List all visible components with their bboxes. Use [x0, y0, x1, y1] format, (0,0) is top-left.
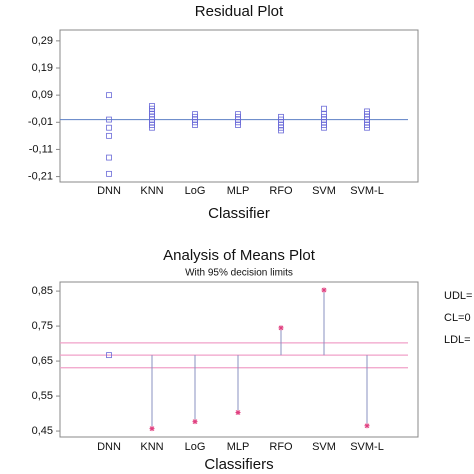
- mean-point: [364, 423, 370, 429]
- mean-point: [149, 426, 155, 432]
- x-tick-label: SVM-L: [350, 441, 384, 453]
- residual-point: [106, 116, 112, 123]
- mean-point: [278, 325, 284, 331]
- x-tick-label: LoG: [185, 185, 206, 197]
- y-tick-label: 0,19: [32, 62, 53, 74]
- chart-subtitle: With 95% decision limits: [185, 268, 293, 279]
- residual-point: [106, 170, 112, 177]
- x-tick-label: LoG: [185, 441, 206, 453]
- x-tick-label: KNN: [140, 185, 163, 197]
- y-tick-label: 0,85: [32, 285, 53, 297]
- x-tick-label: MLP: [227, 441, 250, 453]
- x-tick-label: RFO: [269, 441, 293, 453]
- residual-point: [106, 124, 112, 131]
- x-tick-label: DNN: [97, 441, 121, 453]
- residual-point: [235, 122, 241, 128]
- x-tick-label: DNN: [97, 185, 121, 197]
- x-axis-label: Classifiers: [204, 456, 273, 473]
- x-tick-label: SVM-L: [350, 185, 384, 197]
- x-tick-label: SVM: [312, 185, 336, 197]
- residual-point: [106, 132, 112, 139]
- residual-point: [278, 127, 284, 134]
- y-tick-label: 0,75: [32, 320, 53, 332]
- x-tick-label: SVM: [312, 441, 336, 453]
- limit-label: LDL=: [444, 334, 471, 346]
- mean-point: [106, 352, 112, 359]
- residual-point: [106, 92, 112, 99]
- y-tick-label: -0,21: [28, 170, 53, 182]
- y-tick-label: 0,45: [32, 425, 53, 437]
- limit-label: CL=0: [444, 312, 471, 324]
- plot-frame: [59, 29, 419, 183]
- y-tick-label: 0,55: [32, 390, 53, 402]
- x-axis-label: Classifier: [208, 205, 270, 222]
- y-tick-label: 0,29: [32, 35, 53, 47]
- chart-title: Analysis of Means Plot: [163, 247, 316, 264]
- residual-point: [321, 124, 327, 131]
- y-tick-label: 0,65: [32, 355, 53, 367]
- residual-point: [364, 124, 370, 131]
- mean-point: [192, 419, 198, 425]
- y-tick-label: -0,11: [29, 143, 53, 155]
- x-tick-label: MLP: [227, 185, 250, 197]
- y-tick-label: -0,01: [28, 116, 53, 128]
- residual-point: [192, 122, 198, 128]
- mean-point: [235, 410, 241, 416]
- plot-frame: [59, 281, 419, 438]
- limit-label: UDL=: [444, 290, 472, 302]
- chart-title: Residual Plot: [195, 3, 284, 20]
- residual-point: [106, 154, 112, 161]
- y-tick-label: 0,09: [32, 89, 53, 101]
- x-tick-label: RFO: [269, 185, 293, 197]
- residual-point: [149, 124, 155, 131]
- residual-point: [321, 105, 327, 112]
- mean-point: [321, 287, 327, 293]
- x-tick-label: KNN: [140, 441, 163, 453]
